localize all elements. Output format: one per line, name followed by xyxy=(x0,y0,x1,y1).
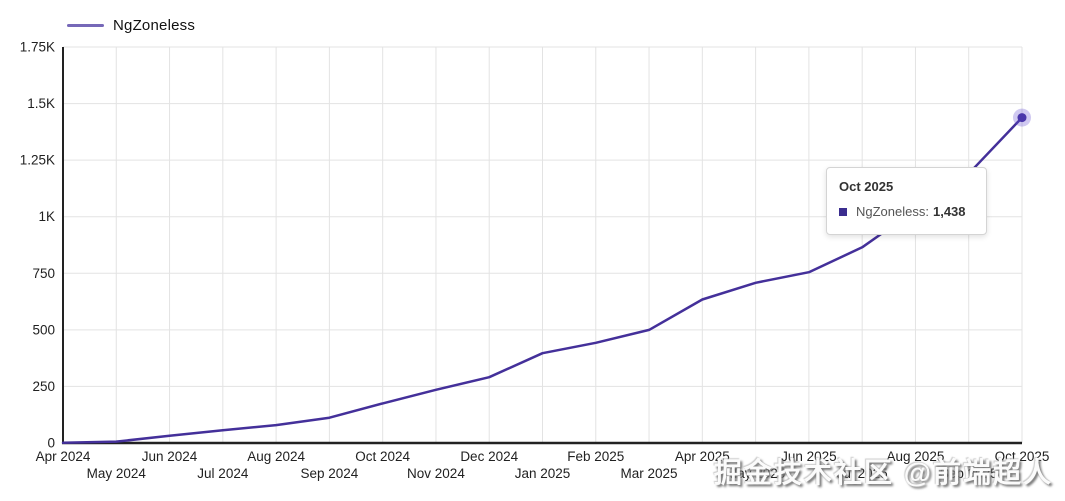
legend-series-label: NgZoneless xyxy=(113,17,196,34)
x-tick-label: Sep 2025 xyxy=(940,466,998,481)
x-tick-label: May 2024 xyxy=(87,466,147,481)
y-tick-label: 1.25K xyxy=(20,153,55,168)
x-tick-label: Jul 2024 xyxy=(197,466,249,481)
x-tick-label: Feb 2025 xyxy=(567,449,624,464)
x-tick-label: Oct 2024 xyxy=(355,449,410,464)
x-tick-label: Aug 2024 xyxy=(247,449,305,464)
x-tick-label: Nov 2024 xyxy=(407,466,465,481)
chart-tooltip: Oct 2025 NgZoneless: 1,438 xyxy=(826,167,987,235)
legend: NgZoneless xyxy=(67,17,195,34)
x-tick-label: Sep 2024 xyxy=(300,466,358,481)
tooltip-series-value: 1,438 xyxy=(932,204,966,219)
x-tick-label: Jun 2024 xyxy=(142,449,198,464)
y-tick-label: 250 xyxy=(32,379,55,394)
series-marker-square-icon xyxy=(839,207,847,216)
x-tick-label: Aug 2025 xyxy=(887,449,945,464)
last-point-dot[interactable] xyxy=(1017,113,1027,123)
y-tick-label: 0 xyxy=(47,436,55,451)
x-tick-label: Mar 2025 xyxy=(621,466,678,481)
x-tick-label: Oct 2025 xyxy=(995,449,1050,464)
tooltip-series-label: NgZoneless: xyxy=(856,204,929,219)
y-tick-label: 750 xyxy=(32,266,55,281)
y-tick-label: 500 xyxy=(32,322,55,337)
y-tick-label: 1.5K xyxy=(27,96,55,111)
x-tick-label: Apr 2025 xyxy=(675,449,730,464)
tooltip-series-row: NgZoneless: 1,438 xyxy=(839,204,974,219)
x-tick-label: Jun 2025 xyxy=(781,449,837,464)
legend-line-swatch xyxy=(67,24,104,27)
y-tick-label: 1.75K xyxy=(20,40,55,55)
x-tick-label: Apr 2024 xyxy=(36,449,91,464)
x-tick-label: May 2025 xyxy=(726,466,785,481)
x-tick-label: Jan 2025 xyxy=(515,466,571,481)
watermark-text: 掘金技术社区 @前端超人 xyxy=(713,457,1053,488)
x-tick-label: Jul 2025 xyxy=(837,466,888,481)
tooltip-title: Oct 2025 xyxy=(839,179,894,194)
x-tick-label: Dec 2024 xyxy=(460,449,518,464)
y-tick-label: 1K xyxy=(38,209,55,224)
series-line xyxy=(61,116,1024,445)
